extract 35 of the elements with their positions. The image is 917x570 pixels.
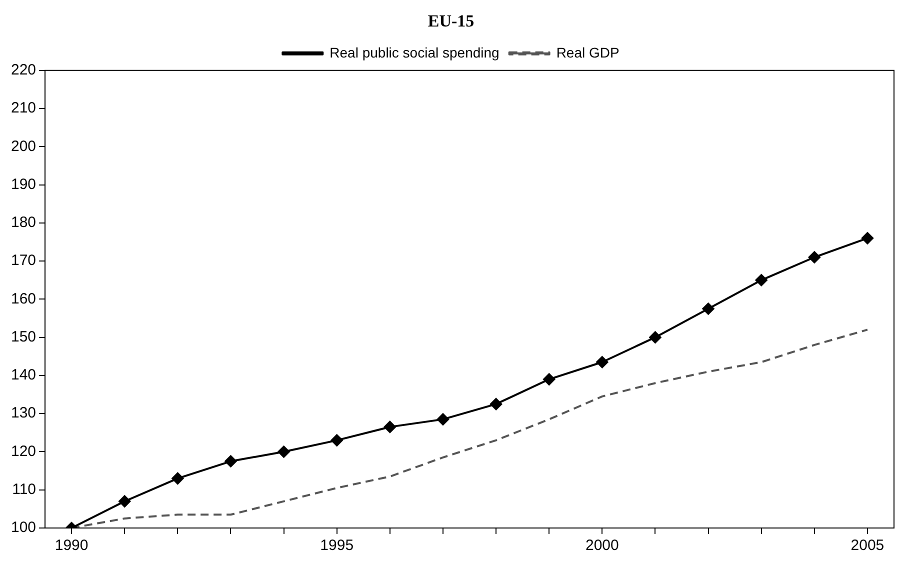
y-tick-label: 220 (10, 62, 36, 79)
y-tick-label: 170 (10, 252, 36, 270)
point (755, 274, 768, 286)
y-tick-label: 130 (10, 404, 36, 422)
legend-label: Real GDP (556, 44, 620, 60)
y-tick-label: 110 (12, 481, 36, 498)
point (330, 434, 343, 446)
y-tick-label: 210 (10, 100, 36, 117)
point (490, 398, 502, 410)
x-tick-label: 1995 (320, 537, 354, 554)
y-tick-label: 150 (10, 328, 36, 346)
x-tick-label: 1990 (54, 537, 88, 554)
x-tick-label: 2005 (850, 537, 884, 554)
y-tick-label: 180 (10, 214, 36, 232)
y-tick-label: 140 (10, 366, 36, 384)
x-tick-label: 2000 (585, 537, 619, 554)
y-tick-label: 120 (10, 442, 36, 460)
point (861, 232, 874, 244)
y-tick-label: 160 (10, 290, 36, 308)
point (702, 302, 714, 315)
point (649, 331, 662, 344)
point (224, 455, 237, 468)
y-tick-label: 100 (10, 519, 36, 536)
point (384, 420, 396, 433)
point (278, 446, 290, 458)
point (172, 472, 184, 484)
point (543, 373, 556, 386)
point (436, 413, 449, 426)
point (118, 495, 131, 508)
point (808, 251, 820, 264)
point (596, 356, 608, 368)
legend-label: Real public social spending (330, 44, 500, 60)
y-tick-label: 190 (10, 176, 36, 193)
chart-title: EU-15 (428, 12, 474, 31)
y-tick-label: 200 (10, 138, 36, 155)
